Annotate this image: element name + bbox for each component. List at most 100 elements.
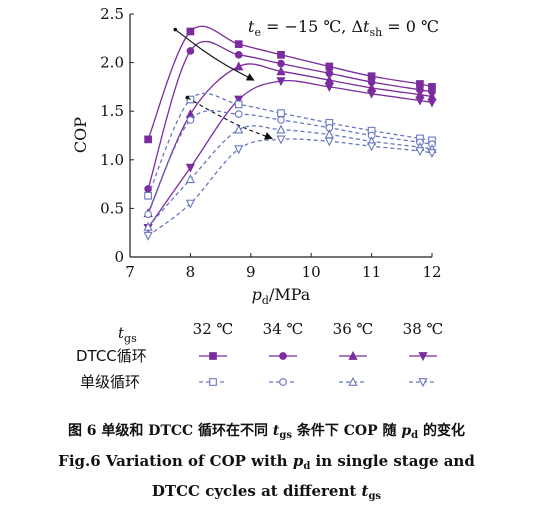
data-point bbox=[415, 96, 425, 106]
data-point bbox=[143, 221, 153, 231]
series-line bbox=[147, 63, 433, 214]
caption-english-line2: DTCC cycles at different tgs bbox=[151, 482, 382, 502]
legend-row-dtcc: DTCC循环 bbox=[76, 347, 147, 365]
data-point bbox=[276, 66, 286, 76]
legend-swatch-single-1 bbox=[269, 378, 297, 386]
data-point bbox=[185, 199, 196, 209]
series-DTCC-1 bbox=[144, 40, 436, 193]
data-point bbox=[185, 163, 196, 173]
data-point bbox=[144, 135, 152, 144]
data-point bbox=[277, 59, 285, 68]
data-point bbox=[234, 40, 243, 48]
legend-marker bbox=[209, 352, 217, 360]
data-point bbox=[366, 142, 377, 152]
data-point bbox=[234, 145, 244, 155]
y-axis-title: COP bbox=[71, 117, 90, 153]
legend-marker bbox=[418, 352, 428, 362]
series-single-7 bbox=[143, 135, 437, 241]
series-single-5 bbox=[144, 110, 436, 219]
data-point bbox=[234, 50, 243, 59]
x-tick-label-11: 11 bbox=[362, 263, 381, 281]
series-layer bbox=[143, 25, 437, 241]
series-DTCC-2 bbox=[143, 61, 437, 218]
y-tick-label-1: 1.0 bbox=[100, 151, 124, 169]
data-point bbox=[234, 61, 244, 71]
data-point bbox=[325, 62, 334, 71]
x-tick-label-10: 10 bbox=[302, 263, 321, 281]
conditions-annotation: te = −15 ℃, Δtsh = 0 ℃ bbox=[248, 17, 439, 39]
caption-english-line1: Fig.6 Variation of COP with pd in single… bbox=[58, 452, 475, 472]
data-point bbox=[186, 27, 195, 36]
data-point bbox=[324, 137, 334, 147]
legend-swatch-single-3 bbox=[409, 378, 437, 388]
data-point bbox=[324, 83, 334, 93]
series-line bbox=[147, 110, 433, 215]
legend-header-tgs: tgs bbox=[118, 324, 137, 345]
series-line bbox=[147, 138, 433, 237]
y-tick-label-2: 2.0 bbox=[100, 54, 124, 72]
dtcc-peak-trend-arrow bbox=[174, 29, 255, 81]
series-single-6 bbox=[143, 124, 437, 231]
legend-marker bbox=[279, 352, 287, 360]
single-peak-trend-arrow-start bbox=[185, 95, 190, 100]
data-point bbox=[277, 116, 285, 124]
data-point bbox=[234, 110, 243, 118]
legend-temp-32: 32 ℃ bbox=[193, 320, 234, 338]
legend-swatch-DTCC-0 bbox=[199, 352, 227, 360]
data-point bbox=[276, 124, 286, 134]
legend-swatch-single-2 bbox=[339, 376, 367, 386]
legend-marker bbox=[418, 378, 428, 388]
data-point bbox=[276, 135, 286, 145]
x-tick-label-7: 7 bbox=[125, 263, 135, 281]
x-tick-label-12: 12 bbox=[422, 263, 441, 281]
data-point bbox=[277, 109, 285, 117]
data-point bbox=[234, 100, 243, 109]
x-axis-ticks: 7 8 9 10 11 12 bbox=[125, 253, 442, 281]
series-line bbox=[147, 40, 433, 190]
legend-swatch-DTCC-1 bbox=[269, 352, 297, 360]
data-point bbox=[234, 124, 244, 134]
data-point bbox=[277, 50, 285, 59]
data-point bbox=[276, 77, 286, 87]
peak-trend-arrows bbox=[173, 27, 273, 140]
legend-row-single: 单级循环 bbox=[80, 373, 140, 391]
data-point bbox=[186, 116, 195, 124]
y-axis-ticks: 0 0.5 1.0 1.5 2.0 2.5 bbox=[100, 5, 134, 266]
plot-area: 7 8 9 10 11 12 0 0.5 1.0 1.5 2.0 2.5 bbox=[100, 5, 441, 281]
y-tick-label-0.5: 0.5 bbox=[100, 199, 124, 217]
legend-marker bbox=[209, 378, 217, 386]
legend-marker bbox=[279, 378, 287, 386]
legend: tgs 32 ℃ 34 ℃ 36 ℃ 38 ℃ DTCC循环 单级循环 bbox=[76, 320, 443, 391]
legend-swatches bbox=[199, 350, 437, 388]
data-point bbox=[144, 191, 152, 200]
data-point bbox=[234, 95, 244, 105]
legend-temp-38: 38 ℃ bbox=[403, 320, 444, 338]
cop-line-chart: 7 8 9 10 11 12 0 0.5 1.0 1.5 2.0 2.5 COP pd/MPa te… bbox=[71, 5, 443, 391]
legend-marker bbox=[348, 376, 358, 386]
y-tick-label-0: 0 bbox=[114, 248, 124, 266]
y-tick-label-2.5: 2.5 bbox=[100, 5, 124, 23]
data-point bbox=[415, 147, 425, 157]
legend-marker bbox=[348, 350, 358, 360]
series-line bbox=[147, 125, 433, 228]
x-tick-label-9: 9 bbox=[246, 263, 256, 281]
x-tick-label-8: 8 bbox=[186, 263, 196, 281]
caption-chinese: 图 6 单级和 DTCC 循环在不同 tgs 条件下 COP 随 pd 的变化 bbox=[67, 423, 466, 441]
data-point bbox=[427, 149, 437, 159]
legend-swatch-DTCC-3 bbox=[409, 352, 437, 362]
y-tick-label-1.5: 1.5 bbox=[100, 102, 124, 120]
legend-swatch-single-0 bbox=[199, 378, 227, 386]
data-point bbox=[186, 47, 195, 55]
series-DTCC-0 bbox=[144, 25, 436, 144]
legend-temp-34: 34 ℃ bbox=[263, 320, 304, 338]
series-single-4 bbox=[144, 92, 436, 200]
data-point bbox=[366, 89, 377, 99]
data-point bbox=[144, 210, 152, 219]
data-point bbox=[427, 98, 437, 108]
data-point bbox=[143, 231, 153, 241]
single-peak-trend-arrow bbox=[187, 97, 273, 140]
legend-temp-36: 36 ℃ bbox=[333, 320, 374, 338]
x-axis-title: pd/MPa bbox=[252, 285, 311, 307]
data-point bbox=[185, 174, 196, 184]
dtcc-peak-trend-arrow-start bbox=[173, 27, 178, 32]
